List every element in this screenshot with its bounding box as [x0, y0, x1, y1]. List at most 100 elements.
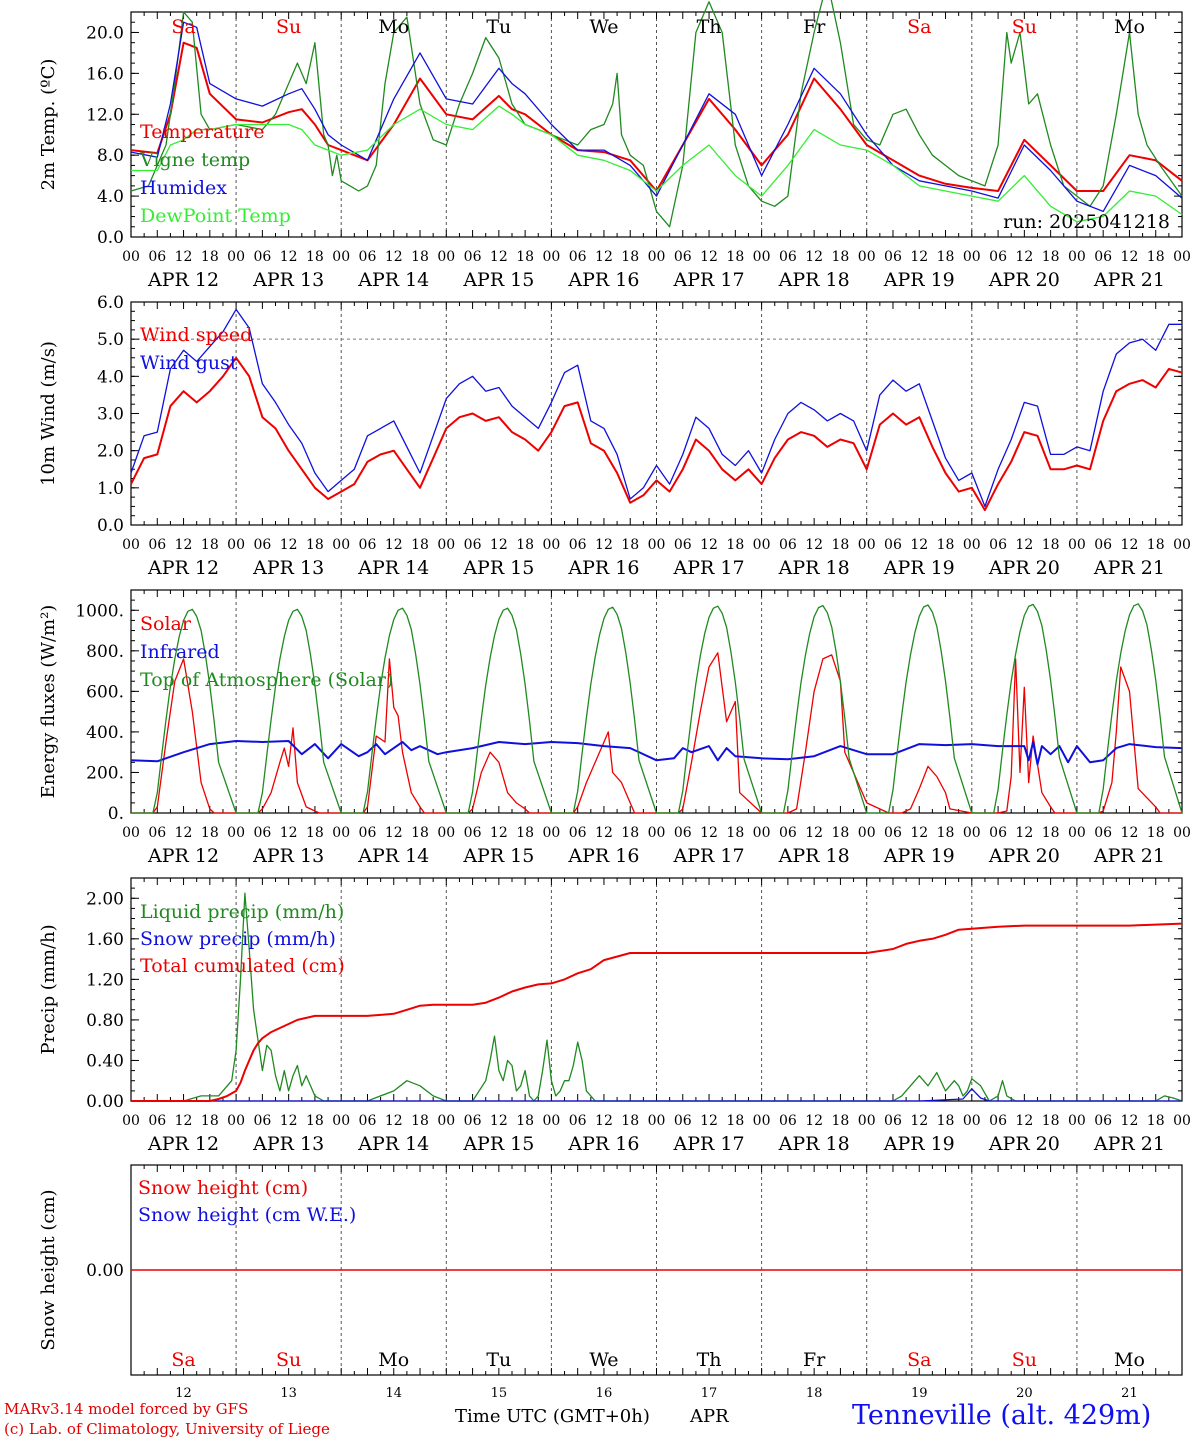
hour-tick-label: 00 — [437, 537, 455, 553]
hour-tick-label: 06 — [148, 825, 166, 841]
hour-tick-label: 06 — [1094, 537, 1112, 553]
hour-tick-label: 06 — [464, 537, 482, 553]
date-label: APR 12 — [147, 557, 219, 579]
hour-tick-label: 00 — [963, 249, 981, 265]
y-tick-label: 0. — [108, 804, 124, 824]
series-line-top-of-atmosphere-solar- — [131, 603, 1183, 814]
hour-tick-label: 00 — [858, 1113, 876, 1129]
hour-tick-label: 12 — [175, 249, 193, 265]
day-number-label: 12 — [175, 1386, 192, 1401]
hour-tick-label: 18 — [1042, 825, 1060, 841]
weekday-label: Sa — [171, 1349, 195, 1371]
hour-tick-label: 18 — [306, 537, 324, 553]
y-tick-label: 6.0 — [97, 293, 124, 313]
y-tick-label: 0.80 — [86, 1011, 124, 1031]
hour-tick-label: 12 — [385, 537, 403, 553]
hour-tick-label: 06 — [253, 249, 271, 265]
date-label: APR 17 — [673, 269, 745, 291]
hour-tick-label: 00 — [437, 825, 455, 841]
hour-tick-label: 18 — [726, 537, 744, 553]
hour-tick-label: 12 — [595, 1113, 613, 1129]
weekday-label: Th — [697, 1349, 722, 1371]
date-label: APR 19 — [883, 845, 955, 867]
series-line-temperature — [130, 41, 1183, 192]
hour-tick-label: 18 — [201, 249, 219, 265]
y-axis-label: 2m Temp. (ºC) — [38, 59, 59, 191]
panel-5: 0.00 Snow height (cm) Snow height (cm) Snow… — [38, 1164, 1183, 1376]
hour-tick-label: 00 — [753, 1113, 771, 1129]
hour-tick-label: 18 — [726, 1113, 744, 1129]
weekday-label: Sa — [171, 16, 195, 38]
y-tick-label: 3.0 — [97, 405, 124, 425]
date-label: APR 17 — [673, 1133, 745, 1155]
hour-tick-label: 12 — [595, 537, 613, 553]
date-label: APR 14 — [357, 557, 429, 579]
weekday-label: Mo — [1114, 1349, 1145, 1371]
y-tick-label: 4.0 — [97, 367, 124, 387]
hour-tick-label: 06 — [779, 537, 797, 553]
legend-entry: Temperature — [140, 121, 264, 143]
series-line-liquid-precip-mm-h- — [131, 892, 1183, 1102]
legend-entry: Snow height (cm) — [138, 1177, 308, 1199]
hour-tick-label: 00 — [1068, 249, 1086, 265]
weekday-label: Mo — [378, 1349, 409, 1371]
hour-tick-label: 00 — [858, 537, 876, 553]
hour-tick-label: 18 — [411, 537, 429, 553]
hour-tick-label: 06 — [884, 249, 902, 265]
day-number-label: 13 — [280, 1386, 297, 1401]
date-label: APR 15 — [462, 845, 534, 867]
model-credit: MARv3.14 model forced by GFS — [4, 1400, 249, 1418]
y-tick-label: 2.00 — [86, 889, 124, 909]
hour-tick-label: 06 — [884, 825, 902, 841]
hour-tick-label: 06 — [569, 1113, 587, 1129]
y-tick-label: 1.60 — [86, 930, 124, 950]
hour-tick-label: 18 — [411, 1113, 429, 1129]
hour-tick-label: 00 — [227, 825, 245, 841]
date-label: APR 21 — [1093, 845, 1165, 867]
day-number-label: 15 — [491, 1386, 508, 1401]
hour-tick-label: 06 — [674, 537, 692, 553]
hour-tick-label: 18 — [411, 825, 429, 841]
hour-tick-label: 18 — [937, 249, 955, 265]
hour-tick-label: 00 — [122, 537, 140, 553]
hour-tick-label: 12 — [910, 249, 928, 265]
hour-tick-label: 18 — [306, 825, 324, 841]
legend-entry: Humidex — [140, 177, 227, 199]
hour-tick-label: 18 — [1147, 825, 1165, 841]
hour-tick-label: 12 — [280, 825, 298, 841]
date-label: APR 21 — [1093, 269, 1165, 291]
hour-tick-label: 00 — [542, 1113, 560, 1129]
legend-entry: Snow precip (mm/h) — [140, 928, 336, 950]
date-label: APR 20 — [988, 845, 1060, 867]
series-line-wind-speed — [130, 356, 1183, 512]
hour-tick-label: 18 — [937, 1113, 955, 1129]
hour-tick-label: 00 — [437, 1113, 455, 1129]
date-label: APR 19 — [883, 1133, 955, 1155]
hour-tick-label: 00 — [332, 1113, 350, 1129]
date-label: APR 14 — [357, 269, 429, 291]
date-label: APR 16 — [567, 845, 639, 867]
hour-tick-label: 12 — [1015, 1113, 1033, 1129]
day-number-label: 18 — [806, 1386, 823, 1401]
date-label: APR 18 — [778, 845, 850, 867]
hour-tick-label: 06 — [253, 537, 271, 553]
hour-tick-label: 12 — [1121, 537, 1139, 553]
date-label: APR 13 — [252, 1133, 324, 1155]
hour-tick-label: 00 — [753, 537, 771, 553]
hour-tick-label: 18 — [726, 249, 744, 265]
hour-tick-label: 06 — [1094, 825, 1112, 841]
hour-tick-label: 06 — [359, 249, 377, 265]
date-label: APR 21 — [1093, 1133, 1165, 1155]
date-label: APR 20 — [988, 1133, 1060, 1155]
hour-tick-label: 12 — [805, 1113, 823, 1129]
y-tick-label: 0.0 — [97, 516, 124, 536]
hour-tick-label: 18 — [1147, 537, 1165, 553]
hour-tick-label: 06 — [884, 1113, 902, 1129]
legend-entry: Liquid precip (mm/h) — [140, 901, 344, 923]
y-tick-label: 600. — [86, 682, 124, 702]
date-label: APR 15 — [462, 269, 534, 291]
hour-tick-label: 18 — [516, 825, 534, 841]
weekday-label: Th — [697, 16, 722, 38]
hour-tick-label: 06 — [779, 825, 797, 841]
hour-tick-label: 12 — [1015, 825, 1033, 841]
